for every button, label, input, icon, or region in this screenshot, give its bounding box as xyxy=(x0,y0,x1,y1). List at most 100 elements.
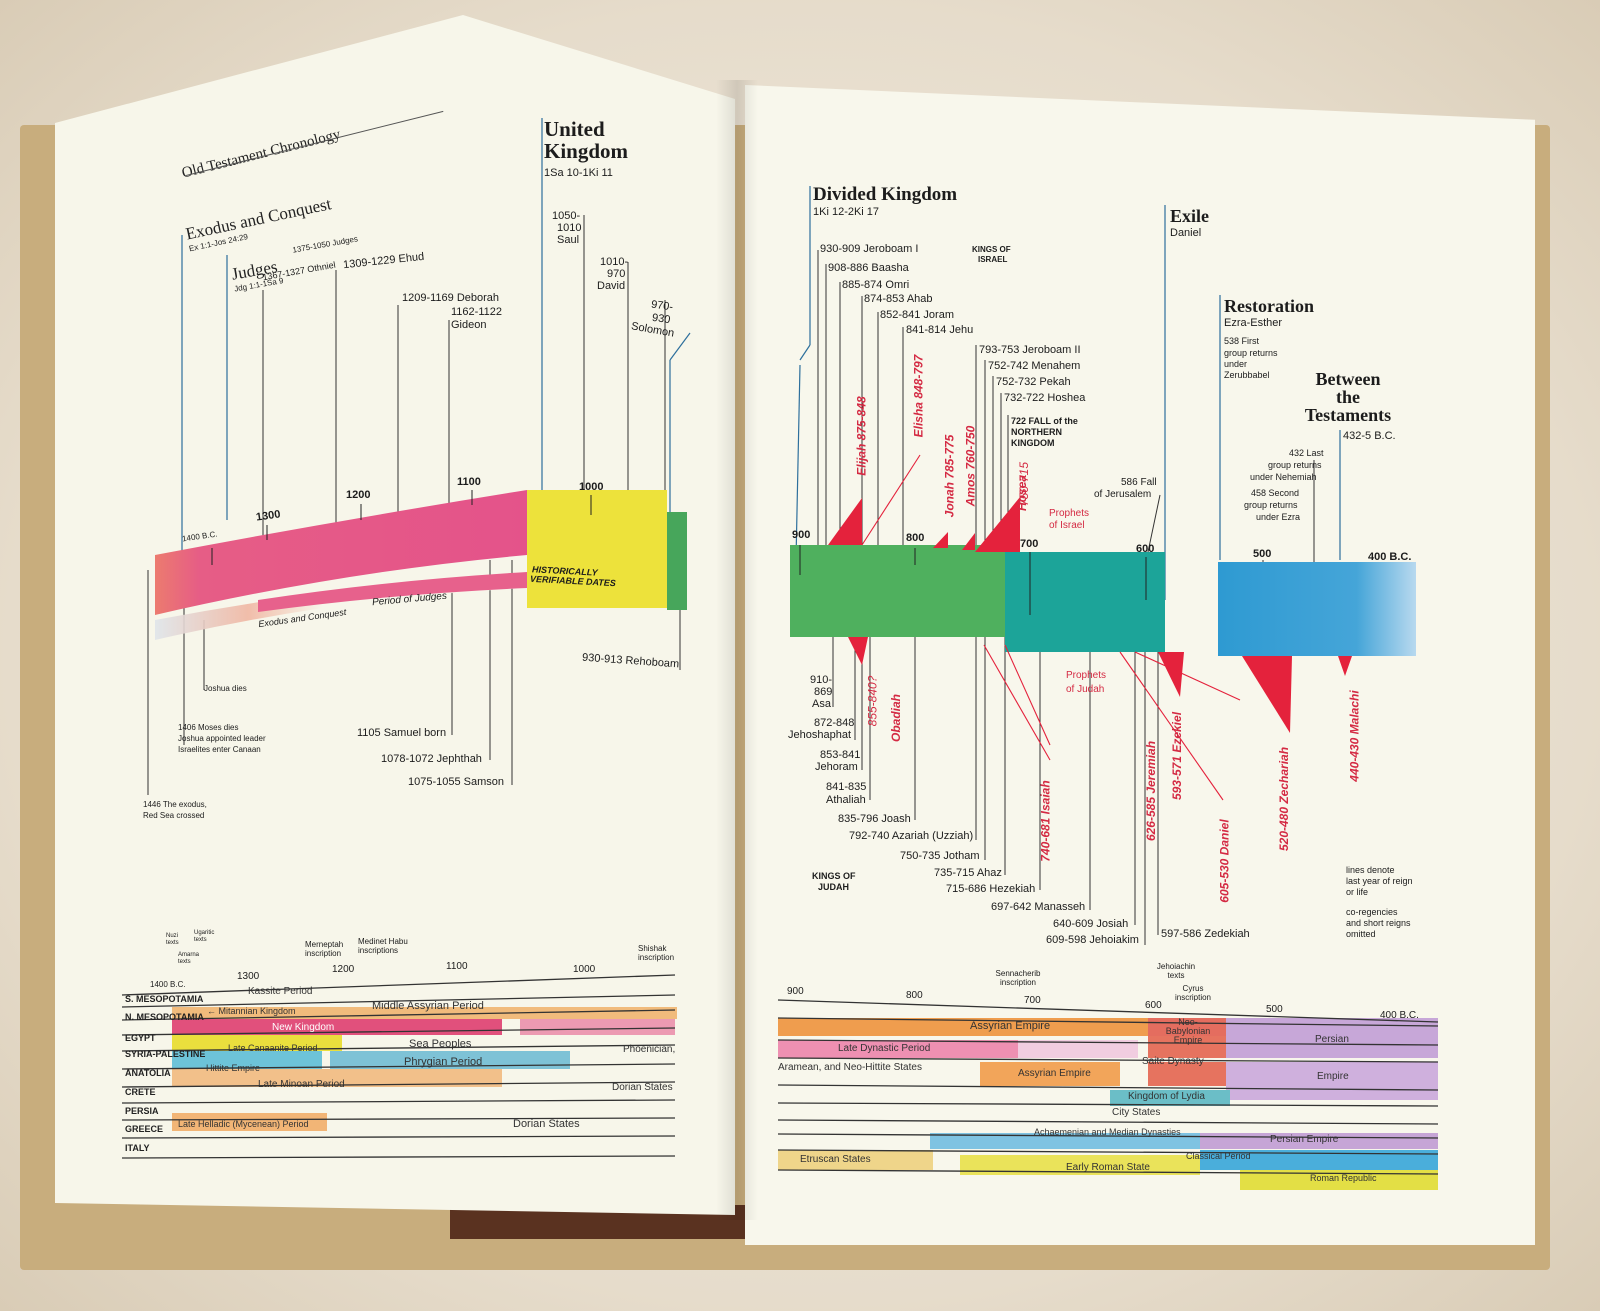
region-persia: PERSIA xyxy=(125,1106,159,1116)
judah-joash: 835-796 Joash xyxy=(838,813,911,825)
period-assyrian-empire: Assyrian Empire xyxy=(970,1020,1051,1032)
period-late-canaanite: Late Canaanite Period xyxy=(228,1043,318,1053)
gideon-label: Gideon xyxy=(451,319,487,331)
cyrus-note: Cyrus inscription xyxy=(1174,984,1211,1002)
nations-axis-1000: 1000 xyxy=(573,964,596,975)
kings-judah-label-2: JUDAH xyxy=(818,882,850,892)
right-axis-500: 500 xyxy=(1253,548,1272,560)
judah-jotham: 750-735 Jotham xyxy=(900,850,980,862)
judah-zedekiah: 597-586 Zedekiah xyxy=(1161,928,1250,940)
period-mitannian: ← Mitannian Kingdom xyxy=(207,1006,296,1016)
sennacherib-note: Sennacherib inscription xyxy=(995,969,1041,987)
region-italy: ITALY xyxy=(125,1143,150,1153)
note-coregency-2: and short reigns xyxy=(1346,918,1411,928)
judah-jehoram-2: Jehoram xyxy=(815,761,858,773)
nations-r-axis-900: 900 xyxy=(787,986,804,997)
judah-asa-2: 869 xyxy=(814,686,833,698)
second-return-2: group returns xyxy=(1244,500,1298,510)
right-axis-700: 700 xyxy=(1020,538,1039,550)
period-kassite: Kassite Period xyxy=(248,986,313,997)
judah-jehoshaphat-1: 872-848 xyxy=(814,717,855,729)
left-axis-1200: 1200 xyxy=(346,489,371,501)
note-coregency-3: omitted xyxy=(1346,929,1376,939)
nations-axis-1100: 1100 xyxy=(446,961,468,972)
fall-jerusalem-1: 586 Fall xyxy=(1121,477,1157,488)
region-anatolia: ANATOLIA xyxy=(125,1068,171,1078)
between-testaments-header: Between the Testaments xyxy=(1304,369,1392,425)
saul-label-2: 1010 xyxy=(557,222,582,234)
saul-label-1: 1050- xyxy=(552,210,581,222)
deborah-label: 1209-1169 Deborah xyxy=(402,292,500,304)
judah-ahaz: 735-715 Ahaz xyxy=(934,867,1002,879)
right-axis-600: 600 xyxy=(1136,543,1155,555)
period-phrygian: Phrygian Period xyxy=(404,1056,483,1068)
note-lines-2: last year of reign xyxy=(1346,876,1413,886)
nations-axis-1400: 1400 B.C. xyxy=(150,980,186,989)
israel-king-jeroboam-ii: 793-753 Jeroboam II xyxy=(979,344,1081,356)
jehoiachin-note: Jehoiachin texts xyxy=(1156,962,1196,980)
region-s-mesopotamia: S. MESOPOTAMIA xyxy=(125,994,204,1004)
period-saite: Saite Dynasty xyxy=(1142,1056,1204,1067)
kings-judah-label-1: KINGS OF xyxy=(812,871,856,881)
period-dorian-crete: Dorian States xyxy=(612,1082,673,1093)
period-late-minoan: Late Minoan Period xyxy=(258,1079,345,1090)
moses-label-1: 1406 Moses dies xyxy=(178,723,239,732)
nations-r-axis-700: 700 xyxy=(1024,995,1041,1006)
united-kingdom-header: United Kingdom 1Sa 10-1Ki 11 xyxy=(544,117,629,179)
first-return-1: 538 First xyxy=(1224,336,1260,346)
region-crete: CRETE xyxy=(125,1087,156,1097)
israel-king-menahem: 752-742 Menahem xyxy=(988,360,1081,372)
period-hittite: Hittite Empire xyxy=(206,1063,261,1073)
note-coregency-1: co-regencies xyxy=(1346,907,1398,917)
last-return-3: under Nehemiah xyxy=(1250,472,1317,482)
fall-jerusalem-2: of Jerusalem xyxy=(1094,489,1152,500)
period-lydia: Kingdom of Lydia xyxy=(1128,1091,1205,1102)
judah-jehoram-1: 853-841 xyxy=(820,749,861,761)
period-assyrian-empire-2: Assyrian Empire xyxy=(1018,1068,1091,1079)
period-phoenician: Phoenician, xyxy=(623,1044,676,1055)
david-label-3: David xyxy=(597,280,626,292)
period-middle-assyrian: Middle Assyrian Period xyxy=(372,1000,484,1012)
fall-north-2: NORTHERN xyxy=(1011,427,1062,437)
period-dorian-greece: Dorian States xyxy=(513,1118,580,1130)
gideon-years-label: 1162-1122 xyxy=(451,306,502,318)
right-axis-900: 900 xyxy=(792,529,811,541)
region-greece: GREECE xyxy=(125,1124,164,1134)
israel-king-jeroboam-i: 930-909 Jeroboam I xyxy=(820,243,919,255)
period-classical: Classical Period xyxy=(1186,1151,1251,1161)
prophets-israel-1: Prophets xyxy=(1049,508,1090,519)
nations-r-axis-500: 500 xyxy=(1266,1004,1283,1015)
restoration-header: Restoration Ezra-Esther xyxy=(1224,296,1314,329)
last-return-2: group returns xyxy=(1268,460,1322,470)
judah-athaliah-1: 841-835 xyxy=(826,781,867,793)
period-persian-empire: Persian Empire xyxy=(1270,1134,1339,1145)
first-return-3: under xyxy=(1224,359,1248,369)
medinet-note: Medinet Habu inscriptions xyxy=(358,937,408,955)
joshua-dies-label: Joshua dies xyxy=(204,684,247,693)
left-nations-grid xyxy=(121,974,677,1159)
judah-asa-1: 910- xyxy=(810,674,833,686)
david-label-1: 1010- xyxy=(600,256,629,268)
left-leader-lines xyxy=(147,118,691,795)
prophets-israel-2: of Israel xyxy=(1049,520,1085,531)
judah-jehoshaphat-2: Jehoshaphat xyxy=(788,729,851,741)
amarna-note: Amarna texts xyxy=(178,952,200,965)
right-axis-800: 800 xyxy=(906,532,925,544)
samuel-label: 1105 Samuel born xyxy=(357,727,447,739)
moses-label-2: Joshua appointed leader xyxy=(178,734,266,743)
period-empire: Empire xyxy=(1317,1071,1349,1082)
gutter-shadow xyxy=(716,80,758,1220)
left-axis-1100: 1100 xyxy=(457,476,481,488)
left-timeline-band xyxy=(155,490,687,640)
divided-kingdom-header: Divided Kingdom 1Ki 12-2Ki 17 xyxy=(813,184,958,218)
judah-jehoiakim: 609-598 Jehoiakim xyxy=(1046,934,1139,946)
right-axis-400: 400 B.C. xyxy=(1368,551,1412,563)
nations-axis-1300: 1300 xyxy=(237,971,260,982)
period-neo-babylonian: Neo-Babylonian Empire xyxy=(1165,1017,1211,1045)
israel-king-omri: 885-874 Omri xyxy=(842,279,910,291)
first-return-2: group returns xyxy=(1224,348,1278,358)
kings-israel-label-2: ISRAEL xyxy=(978,255,1008,264)
nations-r-axis-600: 600 xyxy=(1145,1000,1162,1011)
